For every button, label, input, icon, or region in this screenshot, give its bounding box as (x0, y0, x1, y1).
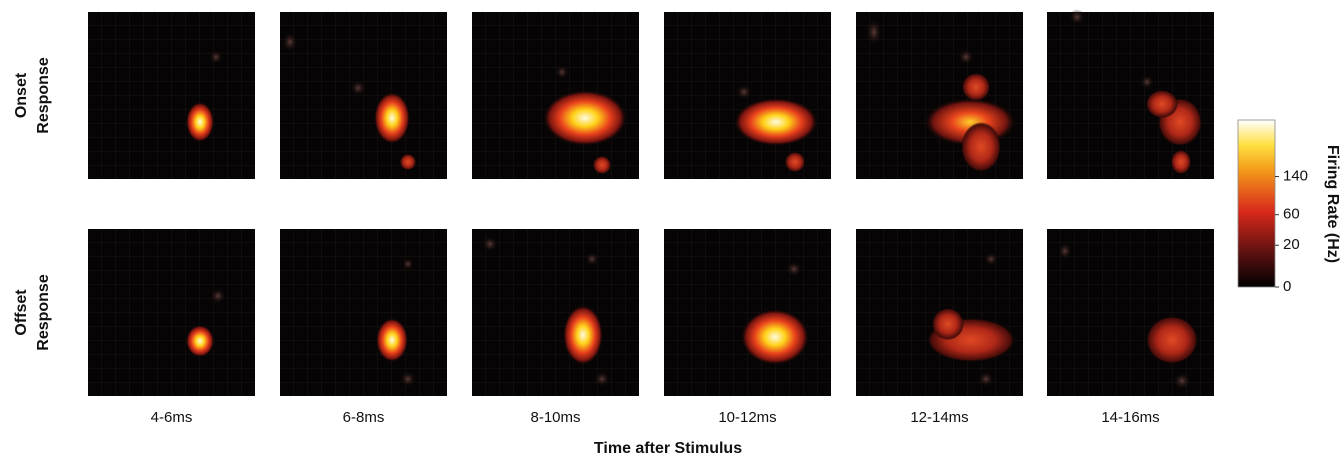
row-label: Response (35, 57, 52, 134)
panel (472, 229, 639, 396)
row-label: Offset (13, 289, 30, 336)
colorbar (1237, 119, 1276, 288)
panel (1047, 229, 1214, 396)
panel (280, 12, 447, 179)
colorbar-tick-label: 20 (1283, 236, 1300, 253)
column-label: 8-10ms (530, 409, 580, 426)
panel (856, 229, 1023, 396)
column-label: 14-16ms (1101, 409, 1159, 426)
colorbar-tick-label: 0 (1283, 278, 1291, 295)
column-label: 6-8ms (343, 409, 385, 426)
colorbar-tick-label: 60 (1283, 206, 1300, 223)
panel (472, 12, 639, 179)
axis-title: Time after Stimulus (594, 440, 742, 457)
panel (280, 229, 447, 396)
colorbar-tick-label: 140 (1283, 168, 1308, 185)
row-label: Onset (13, 72, 30, 118)
colorbar-title: Firing Rate (Hz) (1324, 145, 1341, 263)
row-label: Response (35, 274, 52, 351)
column-label: 4-6ms (151, 409, 193, 426)
panel (664, 12, 831, 179)
panel (88, 229, 255, 396)
column-label: 10-12ms (718, 409, 776, 426)
column-label: 12-14ms (910, 409, 968, 426)
panel (664, 229, 831, 396)
panel (856, 12, 1023, 179)
panel (88, 12, 255, 179)
panel (1047, 9, 1214, 179)
